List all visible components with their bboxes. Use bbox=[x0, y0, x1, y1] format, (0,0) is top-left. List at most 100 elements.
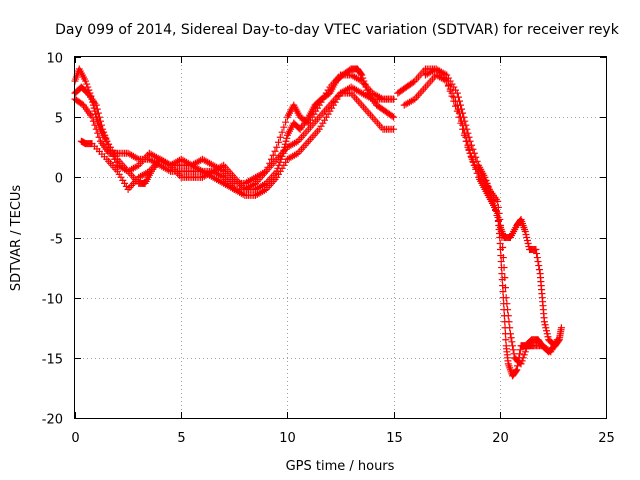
series-track-4 bbox=[77, 71, 398, 193]
data-point bbox=[94, 109, 102, 117]
data-point bbox=[276, 133, 284, 141]
data-point bbox=[453, 107, 461, 115]
data-point bbox=[543, 327, 551, 335]
data-point bbox=[95, 133, 103, 141]
x-tick-label: 5 bbox=[177, 431, 185, 446]
x-tick-label: 0 bbox=[71, 431, 79, 446]
data-point bbox=[498, 270, 506, 278]
data-point bbox=[509, 342, 517, 350]
data-point bbox=[520, 351, 528, 359]
data-point bbox=[282, 137, 290, 145]
data-point bbox=[82, 77, 90, 85]
data-point bbox=[269, 151, 277, 159]
data-point bbox=[543, 330, 551, 338]
data-point bbox=[282, 118, 290, 126]
data-point bbox=[446, 87, 454, 95]
data-point bbox=[94, 129, 102, 137]
data-point bbox=[83, 80, 91, 88]
data-point bbox=[508, 338, 516, 346]
data-point bbox=[557, 324, 565, 332]
data-point bbox=[91, 121, 99, 129]
data-point bbox=[112, 158, 120, 166]
data-point bbox=[540, 318, 548, 326]
axis-ticks: 0 5 10 15 20 25 -20 -15 -10 -5 0 5 10 bbox=[42, 52, 615, 447]
data-point bbox=[502, 294, 510, 302]
data-point bbox=[390, 113, 398, 121]
data-point bbox=[95, 113, 103, 121]
plot-frame bbox=[74, 56, 607, 419]
y-tick-label: -10 bbox=[42, 293, 63, 308]
data-point bbox=[498, 234, 506, 241]
data-point bbox=[504, 312, 512, 320]
data-point bbox=[444, 82, 452, 90]
data-point bbox=[455, 113, 463, 121]
data-point bbox=[522, 230, 530, 238]
x-tick-label: 10 bbox=[279, 431, 296, 446]
data-point bbox=[535, 262, 543, 270]
data-point bbox=[462, 137, 470, 145]
y-tick-label: -20 bbox=[42, 413, 63, 428]
data-point bbox=[512, 367, 520, 375]
data-point bbox=[443, 77, 451, 85]
data-point bbox=[535, 266, 543, 274]
x-tick-label: 25 bbox=[598, 431, 615, 446]
data-point bbox=[467, 152, 475, 160]
data-point bbox=[103, 137, 111, 145]
data-point bbox=[466, 149, 474, 157]
data-point bbox=[101, 131, 109, 139]
data-point bbox=[499, 288, 507, 296]
y-axis-label: SDTVAR / TECUs bbox=[9, 185, 24, 292]
data-point bbox=[494, 203, 502, 211]
data-point bbox=[262, 167, 270, 175]
data-point bbox=[494, 197, 502, 205]
data-point bbox=[523, 237, 531, 245]
data-point bbox=[84, 83, 92, 91]
data-point bbox=[100, 128, 108, 136]
data-point bbox=[533, 250, 541, 258]
y-tick-label: -15 bbox=[42, 353, 63, 368]
data-point bbox=[533, 254, 541, 262]
data-point bbox=[501, 284, 509, 292]
series-track-5 bbox=[394, 65, 565, 350]
data-point bbox=[496, 215, 504, 223]
data-point bbox=[273, 143, 281, 151]
data-point bbox=[88, 113, 96, 121]
data-point bbox=[390, 125, 398, 133]
data-point bbox=[516, 346, 524, 354]
data-point bbox=[518, 357, 526, 365]
data-point bbox=[89, 117, 97, 125]
data-point bbox=[409, 78, 417, 86]
data-point bbox=[267, 155, 275, 163]
data-point bbox=[521, 348, 529, 356]
data-point bbox=[553, 336, 561, 344]
y-tick-label: -5 bbox=[50, 233, 63, 248]
data-point bbox=[544, 333, 552, 341]
data-point bbox=[519, 354, 527, 362]
data-point bbox=[104, 140, 112, 148]
data-point bbox=[459, 125, 467, 133]
data-point bbox=[93, 105, 101, 113]
data-point bbox=[517, 360, 525, 368]
x-axis-label: GPS time / hours bbox=[286, 459, 395, 474]
data-point bbox=[510, 350, 518, 358]
data-point bbox=[390, 95, 398, 103]
data-point bbox=[460, 131, 468, 139]
data-point bbox=[507, 334, 515, 342]
data-point bbox=[534, 258, 542, 266]
data-point bbox=[506, 324, 514, 332]
x-tick-label: 20 bbox=[492, 431, 509, 446]
data-point bbox=[266, 159, 274, 167]
data-point bbox=[271, 147, 279, 155]
series-track-7 bbox=[421, 65, 561, 368]
data-point bbox=[499, 244, 507, 252]
data-point bbox=[92, 125, 100, 133]
data-point bbox=[524, 240, 532, 248]
data-point bbox=[509, 346, 517, 354]
data-point bbox=[506, 330, 514, 338]
data-point bbox=[450, 97, 458, 105]
data-point bbox=[264, 163, 272, 171]
data-point bbox=[523, 234, 531, 241]
data-point bbox=[513, 366, 521, 374]
data-point bbox=[99, 125, 107, 133]
data-point bbox=[496, 240, 504, 248]
